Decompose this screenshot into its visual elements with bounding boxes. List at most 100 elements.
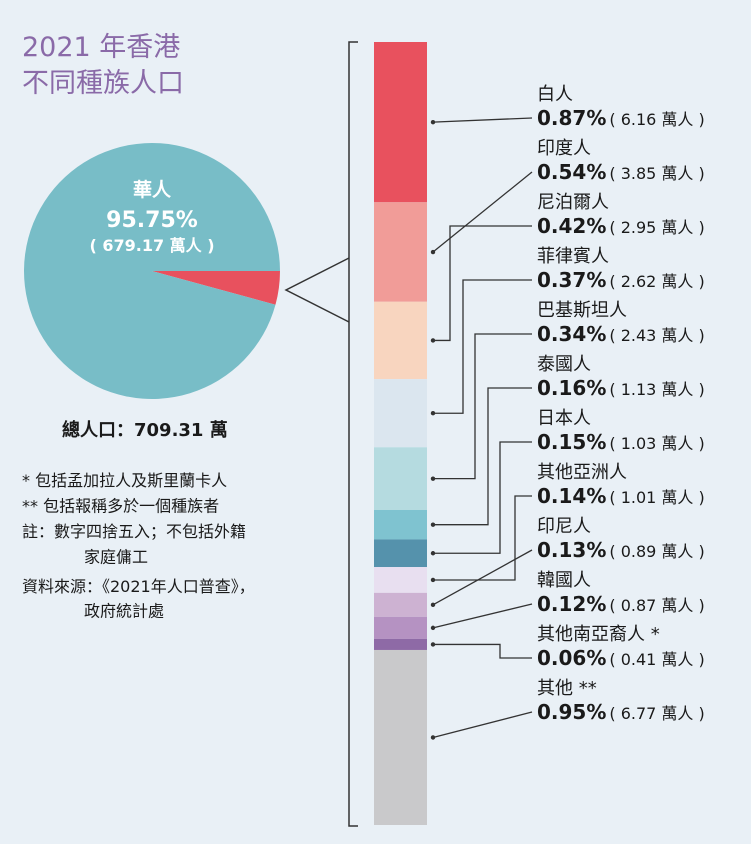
segment-label: 0.95%( 6.77 萬人 ) xyxy=(537,700,705,724)
leader-dot xyxy=(430,411,436,416)
segment-population: ( 0.41 萬人 ) xyxy=(609,650,704,669)
segment-label: 0.13%( 0.89 萬人 ) xyxy=(537,538,705,562)
segment-value: 0.16% xyxy=(537,376,606,400)
slice-label: 華人 xyxy=(133,178,172,201)
leader-dot xyxy=(430,577,436,583)
bar-segment xyxy=(374,202,427,302)
leader-line xyxy=(433,495,532,581)
segment-name: 印尼人 xyxy=(537,516,591,537)
leader-line xyxy=(433,225,532,342)
segment-value: 0.14% xyxy=(537,484,606,508)
leader-line xyxy=(432,549,533,606)
segment-population: ( 6.77 萬人 ) xyxy=(609,704,704,723)
segment-label: 0.12%( 0.87 萬人 ) xyxy=(537,592,705,616)
total-label: 總人口：709.31 萬 xyxy=(62,419,228,441)
slice-value: 95.75% xyxy=(106,208,198,233)
leader-line xyxy=(433,387,532,526)
segment-label: 0.15%( 1.03 萬人 ) xyxy=(537,430,705,454)
segment-name: 菲律賓人 xyxy=(537,246,609,267)
leader-dot xyxy=(430,338,436,343)
segment-population: ( 3.85 萬人 ) xyxy=(609,164,704,183)
leader-line xyxy=(432,711,533,739)
bar-segment xyxy=(374,447,427,510)
pie-slice xyxy=(152,271,280,305)
segment-name: 其他亞洲人 xyxy=(537,462,627,483)
segment-population: ( 2.95 萬人 ) xyxy=(609,218,704,237)
segment-population: ( 1.13 萬人 ) xyxy=(609,380,704,399)
bar-segment xyxy=(374,509,427,540)
segment-label: 0.54%( 3.85 萬人 ) xyxy=(537,160,705,184)
slice-population: ( 679.17 萬人 ) xyxy=(89,236,214,255)
segment-population: ( 1.03 萬人 ) xyxy=(609,434,704,453)
segment-label: 0.42%( 2.95 萬人 ) xyxy=(537,214,705,238)
leader-dot xyxy=(430,249,436,255)
leader-dot xyxy=(430,522,436,527)
segment-value: 0.87% xyxy=(537,106,606,130)
segment-population: ( 6.16 萬人 ) xyxy=(609,110,704,129)
segment-label: 0.34%( 2.43 萬人 ) xyxy=(537,322,705,346)
note: ** 包括報稱多於一個種族者 xyxy=(22,497,219,516)
segment-value: 0.15% xyxy=(537,430,606,454)
segment-value: 0.54% xyxy=(537,160,606,184)
segment-name: 其他 ** xyxy=(537,678,597,699)
note: 家庭傭工 xyxy=(84,548,148,567)
note: 資料來源：《2021年人口普查》， xyxy=(22,577,255,596)
segment-value: 0.95% xyxy=(537,700,606,724)
note: 註：數字四捨五入；不包括外籍 xyxy=(22,522,246,541)
leader-dot xyxy=(430,735,436,740)
segment-label: 0.37%( 2.62 萬人 ) xyxy=(537,268,705,292)
leader-line xyxy=(433,333,532,480)
leader-line xyxy=(433,441,532,554)
segment-value: 0.37% xyxy=(537,268,606,292)
segment-population: ( 0.89 萬人 ) xyxy=(609,542,704,561)
segment-label: 0.14%( 1.01 萬人 ) xyxy=(537,484,705,508)
note: * 包括孟加拉人及斯里蘭卡人 xyxy=(22,471,227,490)
leader-dot xyxy=(430,625,436,631)
segment-value: 0.12% xyxy=(537,592,606,616)
segment-label: 0.16%( 1.13 萬人 ) xyxy=(537,376,705,400)
segment-name: 印度人 xyxy=(537,138,591,159)
segment-value: 0.34% xyxy=(537,322,606,346)
segment-name: 泰國人 xyxy=(537,354,591,375)
leader-dot xyxy=(430,119,436,125)
bar-segment xyxy=(374,567,427,593)
segment-name: 白人 xyxy=(537,84,573,105)
segment-name: 其他南亞裔人 * xyxy=(537,624,660,645)
note: 政府統計處 xyxy=(84,602,164,621)
leader-dot xyxy=(430,551,436,556)
segment-population: ( 1.01 萬人 ) xyxy=(609,488,704,507)
segment-label: 0.87%( 6.16 萬人 ) xyxy=(537,106,705,130)
leader-line xyxy=(433,643,532,659)
pie-slice xyxy=(24,143,281,399)
bar-segment xyxy=(374,638,427,650)
segment-population: ( 2.43 萬人 ) xyxy=(609,326,704,345)
title-line: 2021 年香港 xyxy=(22,32,180,63)
bracket-line xyxy=(348,41,358,827)
segment-value: 0.42% xyxy=(537,214,606,238)
segment-name: 日本人 xyxy=(537,408,591,429)
leader-line xyxy=(432,117,533,123)
segment-label: 0.06%( 0.41 萬人 ) xyxy=(537,646,705,670)
zoom-wedge xyxy=(284,257,350,323)
segment-name: 尼泊爾人 xyxy=(537,192,609,213)
bar-segment xyxy=(374,539,427,568)
leader-dot xyxy=(430,642,436,647)
segment-population: ( 2.62 萬人 ) xyxy=(609,272,704,291)
leader-line xyxy=(432,171,533,253)
bar-segment xyxy=(374,592,427,617)
leader-dot xyxy=(430,602,436,608)
bar-segment xyxy=(374,42,427,203)
leader-line xyxy=(433,279,532,414)
bar-segment xyxy=(374,301,427,380)
leader-dot xyxy=(430,476,436,481)
bar-segment xyxy=(374,379,427,448)
segment-value: 0.13% xyxy=(537,538,606,562)
bar-segment xyxy=(374,649,427,825)
leader-line xyxy=(432,603,533,629)
bracket xyxy=(284,41,358,827)
segment-name: 韓國人 xyxy=(537,570,591,591)
segment-name: 巴基斯坦人 xyxy=(537,300,627,321)
segment-value: 0.06% xyxy=(537,646,606,670)
segment-population: ( 0.87 萬人 ) xyxy=(609,596,704,615)
